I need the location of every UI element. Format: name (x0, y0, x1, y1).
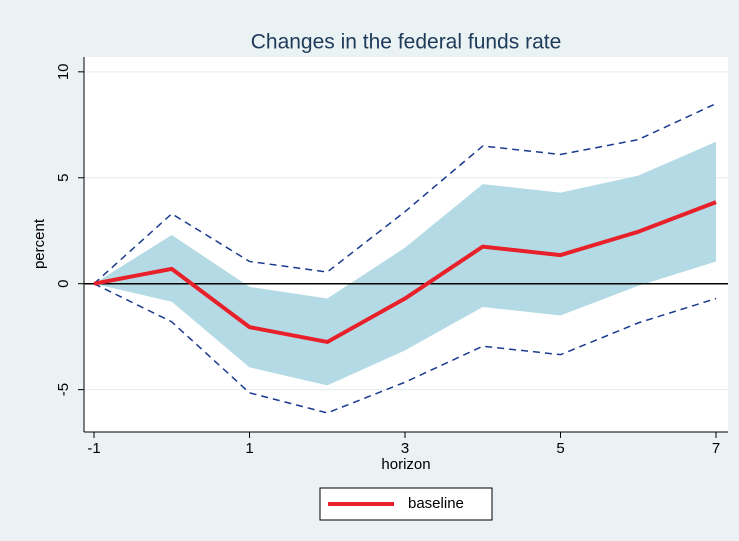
x-tick-label: -1 (87, 440, 100, 457)
y-axis-label: percent (31, 218, 48, 269)
x-axis-label: horizon (381, 456, 430, 473)
x-tick-label: 5 (556, 440, 564, 457)
y-tick-label: 5 (55, 174, 72, 182)
bound-line (93, 102, 717, 285)
x-tick-label: 7 (712, 440, 720, 457)
y-tick-label: 10 (55, 63, 72, 80)
bound-line (93, 283, 717, 414)
y-tick-label: -5 (55, 383, 72, 396)
x-tick-label: 3 (401, 440, 409, 457)
y-tick-label: 0 (55, 280, 72, 288)
confidence-band (94, 141, 716, 386)
chart-title: Changes in the federal funds rate (251, 31, 562, 54)
line (93, 200, 717, 344)
x-tick-label: 1 (245, 440, 253, 457)
legend-label: baseline (408, 495, 464, 512)
